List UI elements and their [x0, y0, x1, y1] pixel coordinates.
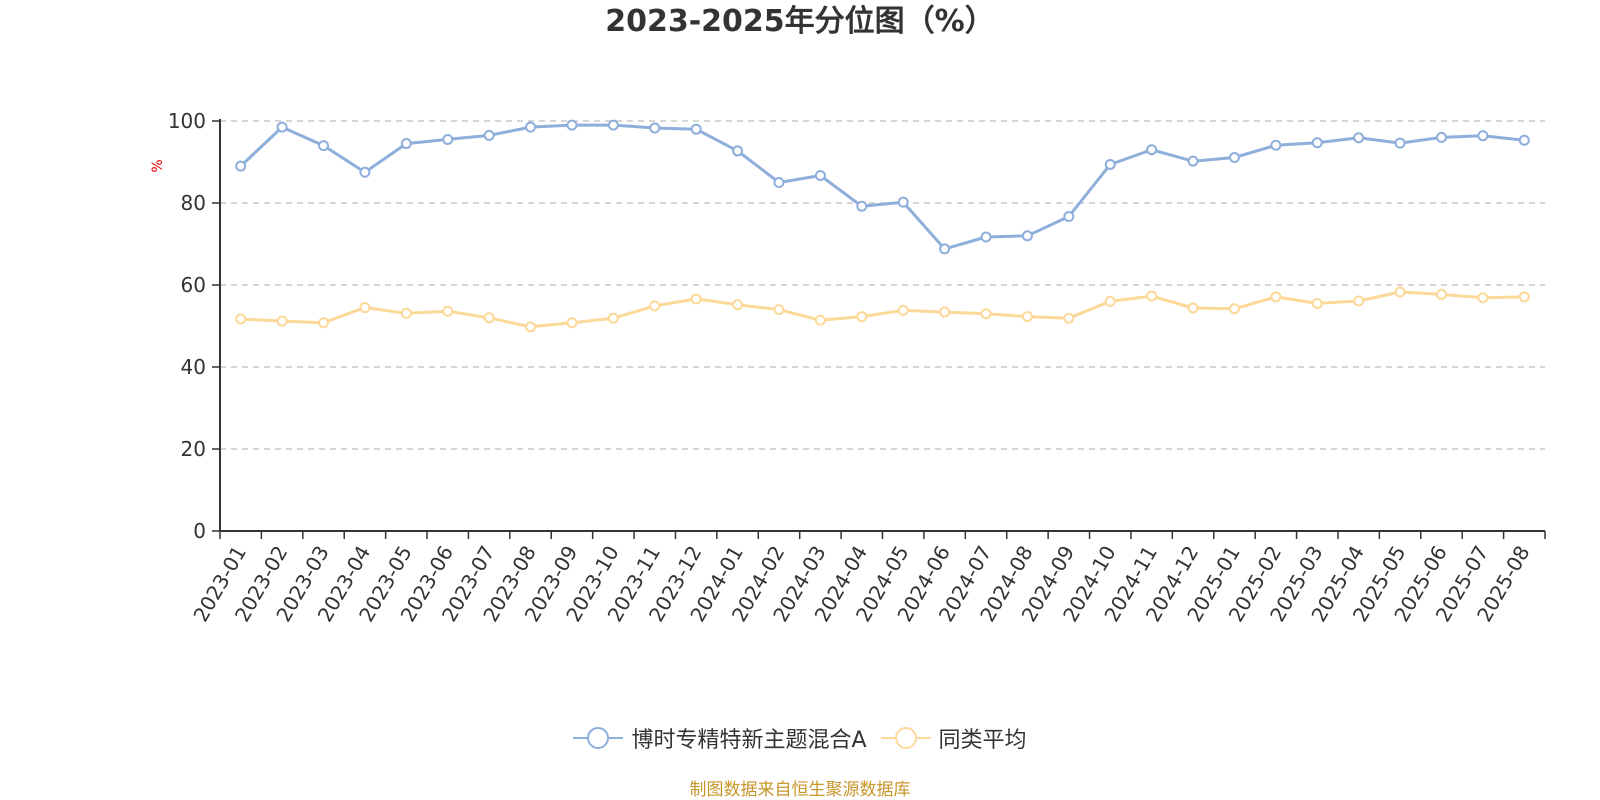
data-point-series-2[interactable]: [1394, 286, 1406, 298]
data-point-series-2[interactable]: [1518, 291, 1530, 303]
data-point-series-1[interactable]: [1270, 139, 1282, 151]
data-point-series-2[interactable]: [1311, 297, 1323, 309]
data-point-series-1[interactable]: [483, 129, 495, 141]
y-tick-label: 40: [181, 355, 206, 379]
legend-line-circle-icon: [880, 727, 931, 749]
data-point-series-2[interactable]: [318, 317, 330, 329]
data-point-series-2[interactable]: [235, 313, 247, 325]
data-point-series-2[interactable]: [400, 307, 412, 319]
series-line-1: [239, 123, 1525, 251]
data-point-series-2[interactable]: [442, 305, 454, 317]
data-point-series-1[interactable]: [276, 121, 288, 133]
data-point-series-2[interactable]: [359, 302, 371, 314]
legend: 博时专精特新主题混合A 同类平均: [0, 722, 1600, 754]
data-point-series-2[interactable]: [649, 300, 661, 312]
data-point-series-1[interactable]: [359, 166, 371, 178]
data-point-series-1[interactable]: [607, 119, 619, 131]
data-point-series-2[interactable]: [1021, 311, 1033, 323]
data-point-series-2[interactable]: [566, 317, 578, 329]
data-point-series-1[interactable]: [1353, 132, 1365, 144]
series-line-2: [240, 290, 1525, 329]
y-tick-label: 0: [193, 519, 206, 543]
data-point-series-2[interactable]: [1353, 295, 1365, 307]
data-point-series-2[interactable]: [1187, 302, 1199, 314]
data-point-series-1[interactable]: [1518, 134, 1530, 146]
data-point-series-2[interactable]: [1104, 295, 1116, 307]
data-point-series-2[interactable]: [276, 315, 288, 327]
data-point-series-2[interactable]: [773, 304, 785, 316]
data-point-series-2[interactable]: [856, 311, 868, 323]
legend-item-series2[interactable]: 同类平均: [880, 722, 1027, 754]
data-point-series-1[interactable]: [980, 231, 992, 243]
y-tick-label: 80: [181, 191, 206, 215]
legend-line-circle-icon: [573, 727, 624, 749]
data-point-series-1[interactable]: [1104, 158, 1116, 170]
data-point-series-1[interactable]: [442, 133, 454, 145]
data-point-series-2[interactable]: [607, 312, 619, 324]
data-point-series-1[interactable]: [773, 177, 785, 188]
data-point-series-1[interactable]: [1228, 151, 1240, 163]
legend-item-series1[interactable]: 博时专精特新主题混合A: [573, 722, 867, 754]
data-point-series-1[interactable]: [1063, 211, 1075, 223]
data-point-series-2[interactable]: [690, 293, 702, 305]
data-point-series-2[interactable]: [897, 304, 909, 316]
data-point-series-2[interactable]: [1477, 292, 1489, 304]
data-point-series-2[interactable]: [525, 321, 537, 333]
y-tick-label: 100: [168, 109, 206, 133]
legend-label-series2: 同类平均: [938, 728, 1027, 753]
data-point-series-1[interactable]: [1187, 155, 1199, 167]
grid-layer: [220, 120, 1545, 450]
data-point-series-1[interactable]: [318, 140, 330, 152]
data-point-series-2[interactable]: [1063, 312, 1075, 324]
data-point-series-2[interactable]: [1270, 291, 1282, 303]
y-tick-label: 20: [181, 437, 206, 461]
data-point-series-1[interactable]: [1021, 230, 1033, 242]
data-point-series-2[interactable]: [1435, 288, 1447, 300]
legend-label-series1: 博时专精特新主题混合A: [631, 728, 867, 753]
data-point-series-2[interactable]: [1228, 303, 1240, 315]
y-axis-label: %: [150, 159, 166, 172]
data-point-series-2[interactable]: [1146, 290, 1158, 302]
data-point-series-1[interactable]: [1311, 137, 1323, 149]
data-point-series-2[interactable]: [939, 306, 951, 318]
data-point-series-1[interactable]: [856, 200, 868, 212]
series-layer: [235, 119, 1530, 333]
data-point-series-2[interactable]: [483, 312, 495, 324]
data-point-series-1[interactable]: [400, 138, 412, 150]
data-point-series-1[interactable]: [1394, 137, 1406, 149]
y-tick-label: 60: [181, 273, 206, 297]
data-point-series-1[interactable]: [235, 160, 247, 172]
data-point-series-1[interactable]: [690, 123, 702, 135]
chart-title: 2023-2025年分位图（%）: [605, 4, 995, 39]
data-point-series-2[interactable]: [814, 314, 826, 326]
data-point-series-1[interactable]: [649, 122, 661, 134]
data-point-series-2[interactable]: [980, 308, 992, 320]
data-point-series-1[interactable]: [939, 243, 951, 255]
data-point-series-1[interactable]: [814, 170, 826, 182]
data-point-series-1[interactable]: [1146, 144, 1158, 156]
data-point-series-1[interactable]: [525, 121, 537, 133]
data-point-series-1[interactable]: [897, 196, 909, 208]
data-point-series-1[interactable]: [732, 145, 744, 157]
data-point-series-1[interactable]: [566, 119, 578, 131]
data-point-series-1[interactable]: [1435, 131, 1447, 143]
data-point-series-2[interactable]: [732, 299, 744, 311]
data-point-series-1[interactable]: [1477, 130, 1489, 142]
source-note: 制图数据来自恒生聚源数据库: [689, 780, 911, 800]
